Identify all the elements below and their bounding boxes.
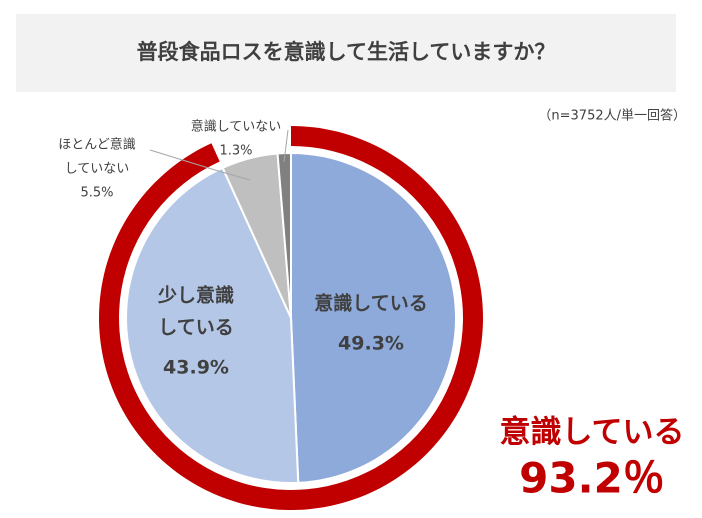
value-label: 5.5% bbox=[80, 186, 113, 201]
slice-label: 意識していない bbox=[191, 119, 282, 135]
pie-slice bbox=[125, 166, 300, 484]
pie-slice bbox=[290, 151, 457, 484]
chart-title: 普段食品ロスを意識して生活していますか？ bbox=[137, 40, 556, 64]
value-label: 1.3% bbox=[219, 144, 252, 159]
slice-label: している bbox=[158, 317, 233, 339]
leader-line bbox=[149, 149, 251, 181]
slice-label: 少し意識 bbox=[157, 284, 234, 307]
highlight-label: 意識している bbox=[499, 415, 684, 451]
slice-label: ほとんど意識 bbox=[58, 137, 136, 153]
highlight-value: 93.2％ bbox=[519, 454, 665, 503]
note: （n=3752人/単一回答） bbox=[538, 108, 686, 124]
slice-label: 意識している bbox=[314, 292, 427, 315]
value-label: 49.3% bbox=[338, 333, 404, 355]
value-label: 43.9% bbox=[163, 357, 229, 379]
slice-label: していない bbox=[65, 162, 130, 177]
title-box bbox=[16, 14, 676, 92]
leader-line bbox=[283, 129, 289, 163]
pie-slice bbox=[276, 151, 292, 319]
